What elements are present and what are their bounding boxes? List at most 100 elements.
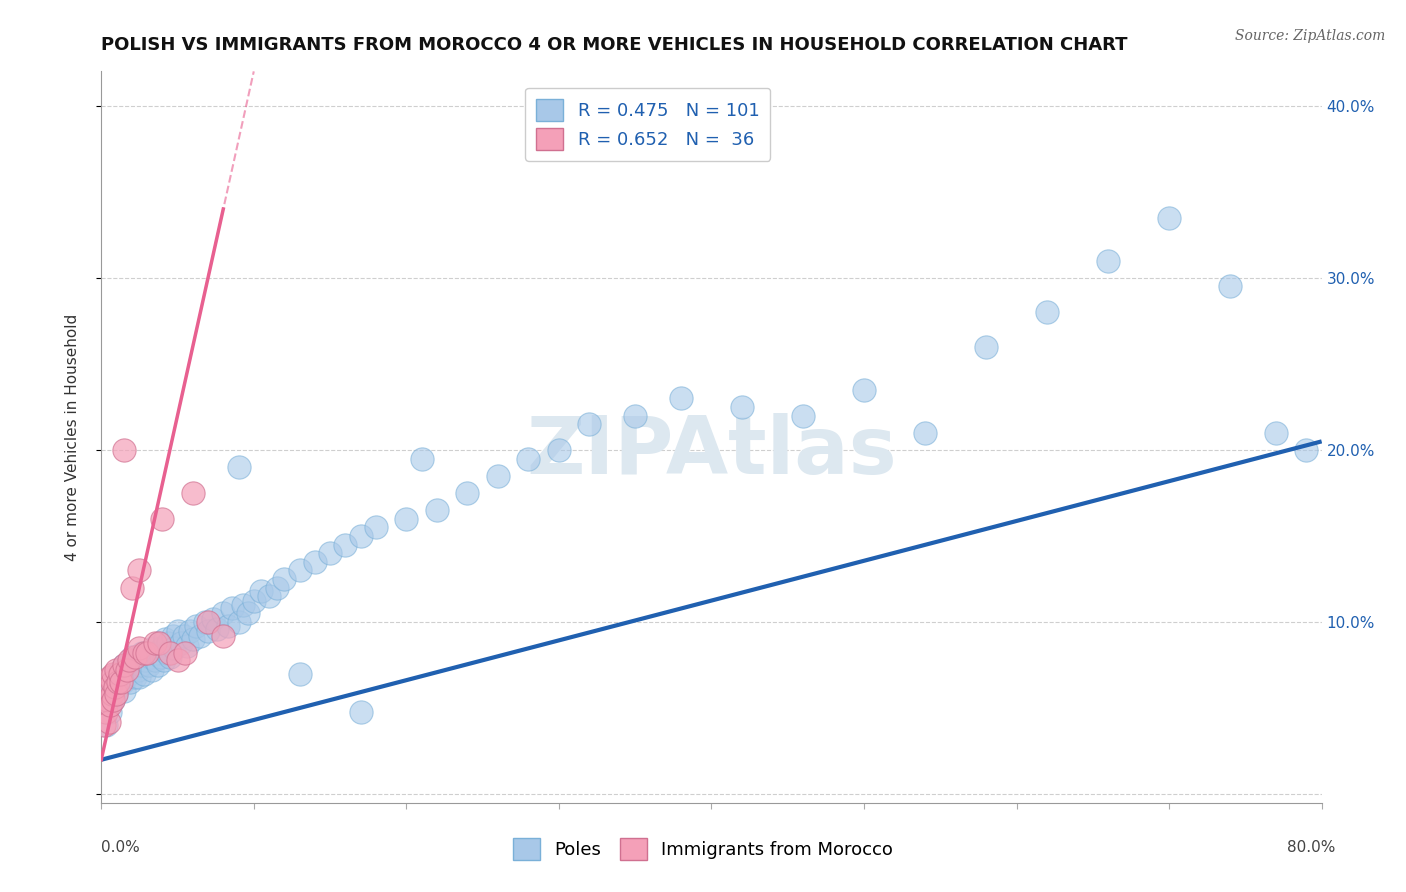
Point [852, 383, 875, 397]
Point [129, 658, 152, 673]
Point [105, 687, 128, 701]
Point [176, 639, 198, 653]
Point [456, 486, 478, 500]
Point [974, 340, 997, 354]
Point [104, 681, 127, 695]
Point [103, 666, 125, 681]
Point [181, 486, 204, 500]
Point [266, 581, 288, 595]
Point [101, 687, 124, 701]
Point [228, 615, 250, 629]
Point [128, 670, 150, 684]
Point [197, 624, 219, 638]
Point [411, 451, 433, 466]
Text: ZIPAtlas: ZIPAtlas [526, 413, 897, 491]
Point [136, 646, 159, 660]
Point [792, 409, 814, 423]
Point [139, 649, 162, 664]
Point [1264, 425, 1286, 440]
Point [125, 653, 148, 667]
Y-axis label: 4 or more Vehicles in Household: 4 or more Vehicles in Household [66, 313, 80, 561]
Point [93, 718, 115, 732]
Point [1036, 305, 1059, 319]
Point [157, 636, 180, 650]
Point [150, 512, 173, 526]
Point [162, 629, 184, 643]
Point [221, 601, 243, 615]
Point [101, 675, 124, 690]
Point [131, 646, 153, 660]
Point [115, 658, 138, 673]
Text: 80.0%: 80.0% [1288, 840, 1336, 855]
Point [108, 666, 131, 681]
Text: 0.0%: 0.0% [101, 840, 141, 855]
Point [1157, 211, 1180, 225]
Point [124, 670, 146, 684]
Point [105, 666, 128, 681]
Point [669, 392, 692, 406]
Point [242, 594, 264, 608]
Point [273, 572, 295, 586]
Point [1219, 279, 1241, 293]
Point [486, 468, 509, 483]
Point [149, 649, 172, 664]
Point [145, 646, 167, 660]
Point [163, 640, 186, 655]
Point [173, 629, 195, 643]
Point [288, 564, 311, 578]
Point [731, 400, 754, 414]
Point [179, 624, 201, 638]
Point [517, 451, 540, 466]
Point [134, 653, 156, 667]
Point [174, 646, 197, 660]
Point [100, 698, 122, 712]
Point [136, 646, 159, 660]
Point [101, 684, 124, 698]
Point [288, 666, 311, 681]
Text: POLISH VS IMMIGRANTS FROM MOROCCO 4 OR MORE VEHICLES IN HOUSEHOLD CORRELATION CH: POLISH VS IMMIGRANTS FROM MOROCCO 4 OR M… [101, 36, 1128, 54]
Point [121, 649, 143, 664]
Point [121, 581, 143, 595]
Point [212, 629, 235, 643]
Point [547, 442, 569, 457]
Legend: Poles, Immigrants from Morocco: Poles, Immigrants from Morocco [506, 830, 900, 867]
Point [110, 663, 132, 677]
Point [250, 584, 273, 599]
Point [128, 564, 150, 578]
Point [150, 640, 173, 655]
Point [128, 649, 150, 664]
Point [128, 640, 150, 655]
Point [97, 692, 120, 706]
Point [112, 684, 135, 698]
Point [166, 624, 188, 638]
Point [105, 687, 128, 701]
Point [96, 692, 118, 706]
Point [349, 705, 371, 719]
Legend: R = 0.475   N = 101, R = 0.652   N =  36: R = 0.475 N = 101, R = 0.652 N = 36 [526, 87, 770, 161]
Point [146, 658, 169, 673]
Point [118, 666, 141, 681]
Point [349, 529, 371, 543]
Point [111, 675, 134, 690]
Point [236, 607, 259, 621]
Point [143, 636, 166, 650]
Point [232, 598, 254, 612]
Point [121, 663, 143, 677]
Point [107, 681, 129, 695]
Point [103, 692, 125, 706]
Point [364, 520, 387, 534]
Point [118, 653, 141, 667]
Point [138, 658, 160, 673]
Point [132, 666, 155, 681]
Point [132, 646, 155, 660]
Point [115, 663, 138, 677]
Point [100, 670, 122, 684]
Point [205, 622, 228, 636]
Point [94, 705, 117, 719]
Point [156, 646, 179, 660]
Point [148, 636, 170, 650]
Point [212, 607, 235, 621]
Point [108, 670, 131, 684]
Point [914, 425, 936, 440]
Point [114, 670, 136, 684]
